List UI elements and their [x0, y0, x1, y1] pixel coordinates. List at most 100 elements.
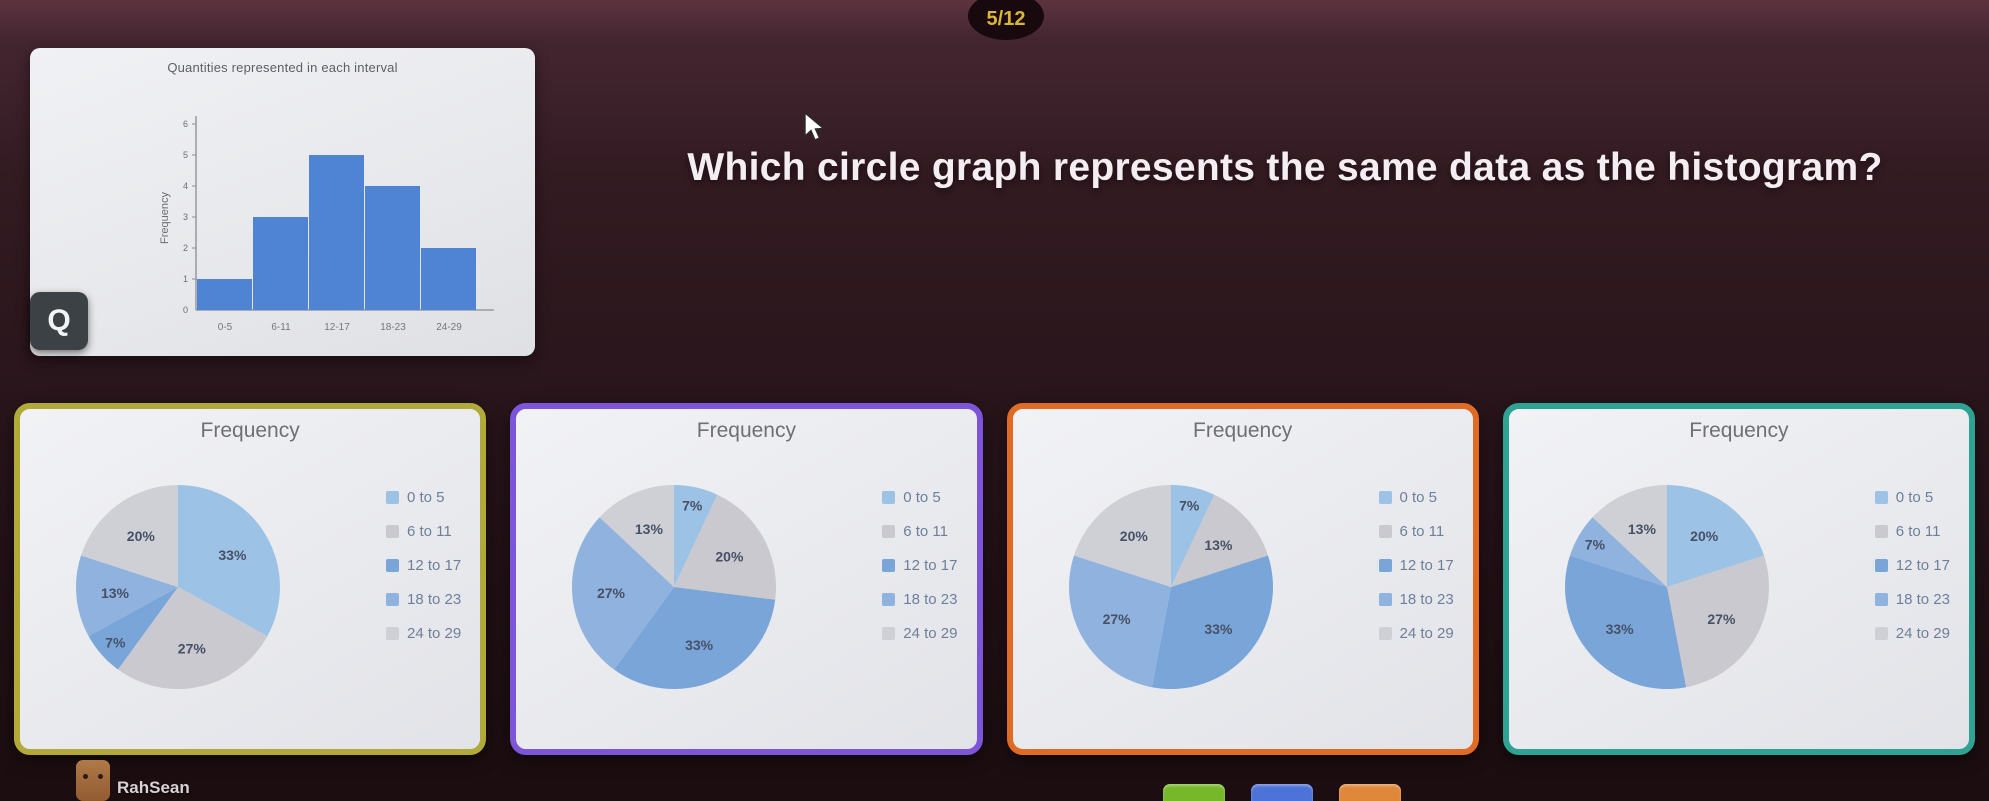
legend-swatch-icon — [1378, 627, 1392, 640]
pie-slice-label: 7% — [105, 634, 126, 650]
legend-swatch-icon — [882, 627, 896, 640]
pie-slice — [1068, 555, 1171, 688]
pie-slice — [1151, 555, 1273, 690]
pie-legend: 0 to 5 6 to 11 12 to 17 18 to 23 24 to 29 — [386, 489, 461, 659]
legend-label: 0 to 5 — [1895, 489, 1934, 506]
legend-label: 6 to 11 — [1895, 523, 1941, 540]
pie-slice-label: 7% — [1585, 536, 1606, 552]
legend-item: 24 to 29 — [1874, 625, 1950, 642]
legend-label: 18 to 23 — [1895, 591, 1950, 608]
zoom-tool-button[interactable]: Q — [30, 292, 88, 350]
pie-slice — [1666, 555, 1769, 688]
legend-item: 0 to 5 — [1874, 489, 1950, 506]
pie-title: Frequency — [696, 419, 796, 442]
username: RahSean — [117, 778, 190, 797]
legend-item: 6 to 11 — [386, 523, 461, 540]
legend-swatch-icon — [386, 593, 399, 606]
legend-swatch-icon — [1378, 491, 1392, 504]
pie-slice-label: 33% — [218, 547, 247, 563]
pie-title: Frequency — [1193, 419, 1293, 442]
legend-item: 12 to 17 — [386, 557, 461, 574]
legend-swatch-icon — [1874, 593, 1888, 606]
pie-slice — [1569, 517, 1667, 587]
svg-text:5: 5 — [183, 150, 188, 160]
pie-slice-label: 13% — [635, 521, 664, 537]
legend-swatch-icon — [386, 627, 399, 640]
pie-slice — [1592, 485, 1667, 587]
legend-label: 6 to 11 — [407, 523, 452, 540]
user-avatar — [76, 760, 110, 801]
pie-slice — [76, 555, 178, 637]
histogram-bar — [197, 279, 252, 310]
svg-text:1: 1 — [183, 274, 188, 284]
legend-label: 24 to 29 — [1895, 625, 1950, 642]
legend-swatch-icon — [1874, 491, 1888, 504]
legend-label: 12 to 17 — [1895, 557, 1950, 574]
legend-swatch-icon — [882, 491, 896, 504]
pie-slice-label: 27% — [1102, 611, 1131, 627]
legend-item: 24 to 29 — [386, 625, 461, 642]
legend-label: 24 to 29 — [407, 625, 462, 642]
pie-title: Frequency — [200, 419, 300, 442]
legend-item: 6 to 11 — [1874, 523, 1950, 540]
option-card-c[interactable]: Frequency 7% 13% 33% 27% 20% 0 to 5 6 to 11 12 … — [1006, 403, 1479, 755]
legend-item: 6 to 11 — [882, 523, 957, 540]
pie-slice — [1170, 485, 1214, 587]
option-card-a[interactable]: Frequency 33% 27% 7% 13% 20% 0 to 5 6 to 11 12 … — [14, 403, 487, 755]
legend-label: 24 to 29 — [903, 625, 958, 642]
option-card-b[interactable]: Frequency 7% 20% 33% 27% 13% 0 to 5 6 to 11 12 … — [510, 403, 983, 755]
histogram-card: Quantities represented in each interval … — [30, 48, 535, 356]
footer-blue-button[interactable] — [1251, 784, 1313, 801]
legend-swatch-icon — [882, 593, 896, 606]
legend-item: 12 to 17 — [1378, 557, 1454, 574]
legend-item: 18 to 23 — [882, 591, 957, 608]
histogram-x-tick-label: 6-11 — [271, 322, 291, 333]
svg-text:2: 2 — [183, 243, 188, 253]
legend-swatch-icon — [882, 525, 896, 538]
pie-slice — [599, 485, 675, 587]
footer-orange-button[interactable] — [1339, 784, 1401, 801]
legend-swatch-icon — [386, 491, 399, 504]
footer-green-button[interactable] — [1163, 784, 1225, 801]
pie-slice — [88, 587, 178, 670]
legend-label: 0 to 5 — [903, 489, 941, 506]
legend-swatch-icon — [1874, 559, 1888, 572]
svg-text:Frequency: Frequency — [159, 192, 171, 244]
legend-label: 24 to 29 — [1399, 625, 1454, 642]
legend-item: 18 to 23 — [1874, 591, 1950, 608]
pie-legend: 0 to 5 6 to 11 12 to 17 18 to 23 24 to 29 — [882, 489, 957, 659]
question-text: Which circle graph represents the same d… — [687, 146, 1883, 189]
histogram-bar — [421, 248, 476, 310]
pie-chart: 7% 20% 33% 27% 13% — [572, 485, 777, 690]
legend-label: 12 to 17 — [1399, 557, 1454, 574]
progress-label: 5/12 — [986, 7, 1026, 30]
legend-swatch-icon — [1378, 525, 1392, 538]
pie-chart: 33% 27% 7% 13% 20% — [76, 485, 280, 690]
histogram-chart: 1 2 3 4 5 6 0 Frequency 0-5 6-11 12-17 18-23 24-29 — [159, 116, 494, 333]
option-card-d[interactable]: Frequency 20% 27% 33% 7% 13% 0 to 5 6 to 11 12 … — [1502, 403, 1975, 755]
legend-label: 18 to 23 — [407, 591, 462, 608]
svg-text:6: 6 — [183, 119, 188, 129]
histogram-bar — [309, 155, 364, 310]
progress-indicator: 5/12 — [968, 0, 1044, 40]
legend-item: 6 to 11 — [1378, 523, 1454, 540]
legend-label: 6 to 11 — [903, 523, 949, 540]
histogram-title: Quantities represented in each interval — [167, 60, 398, 75]
legend-item: 24 to 29 — [882, 625, 957, 642]
legend-item: 12 to 17 — [1874, 557, 1950, 574]
pie-slice-label: 20% — [716, 549, 745, 565]
legend-swatch-icon — [1874, 525, 1888, 538]
legend-label: 6 to 11 — [1399, 523, 1445, 540]
pie-slice — [118, 587, 268, 690]
legend-item: 18 to 23 — [386, 591, 461, 608]
legend-swatch-icon — [1874, 627, 1888, 640]
pie-slice-label: 27% — [1707, 611, 1736, 627]
legend-item: 12 to 17 — [882, 557, 957, 574]
pie-slice — [178, 485, 280, 637]
legend-item: 24 to 29 — [1378, 625, 1454, 642]
pie-slice — [674, 494, 777, 600]
pie-slice-label: 33% — [685, 637, 714, 653]
legend-label: 0 to 5 — [407, 489, 445, 506]
histogram-x-tick-label: 24-29 — [436, 322, 462, 333]
